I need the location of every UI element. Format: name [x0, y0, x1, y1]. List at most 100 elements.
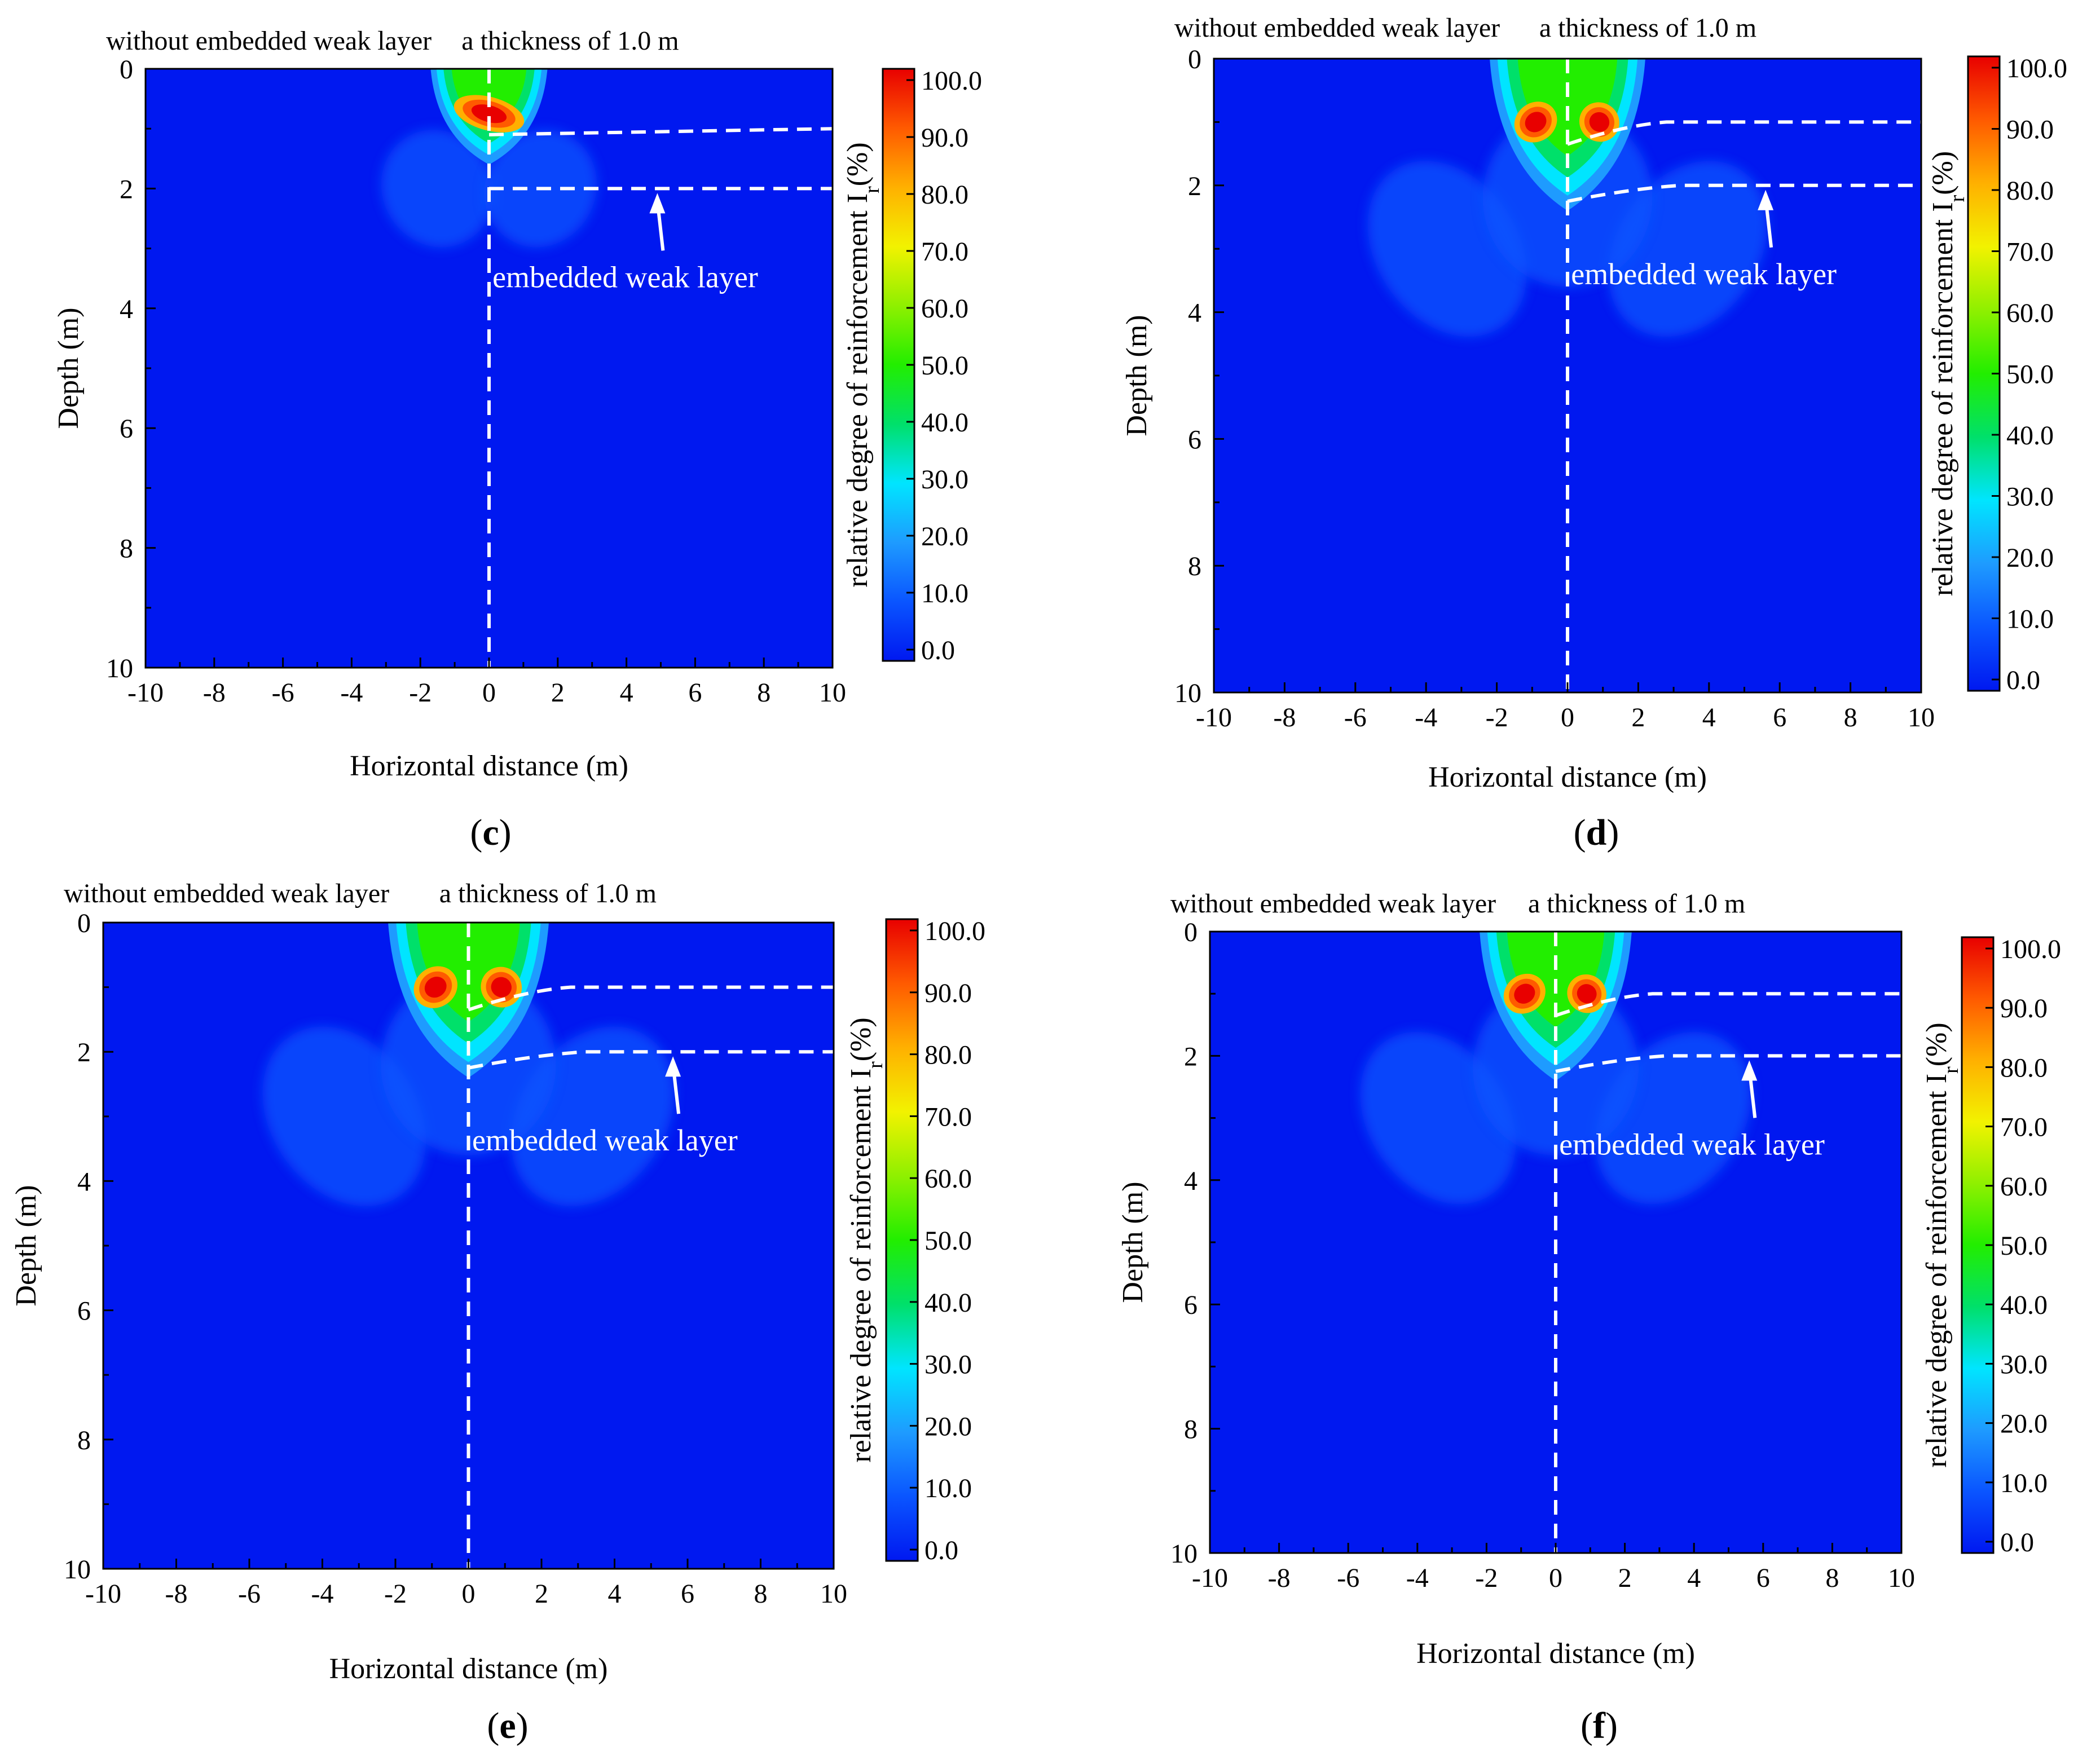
colorbar-tick-label: 20.0 [924, 1411, 972, 1441]
heatmap-field [262, 923, 675, 1207]
colorbar-tick-label: 90.0 [921, 123, 968, 153]
colorbar-tick-label: 90.0 [2000, 994, 2048, 1023]
x-axis-label: Horizontal distance (m) [350, 750, 628, 782]
colorbar-tick-label: 60.0 [921, 294, 968, 324]
weak-layer-top-boundary [1567, 120, 1921, 146]
contour-hot-lobe [424, 977, 447, 998]
x-tick-label: 4 [1687, 1563, 1701, 1593]
x-tick-label: 2 [535, 1579, 548, 1609]
y-axis-label: Depth (m) [1117, 1181, 1149, 1303]
annotation-text: embedded weak layer [472, 1123, 738, 1157]
colorbar-title-main: relative degree of reinforcement I [1927, 202, 1959, 596]
y-tick-label: 0 [1184, 917, 1198, 947]
x-tick-label: 4 [1702, 703, 1716, 733]
colorbar-title-unit: (%) [842, 142, 874, 186]
panel-c: embedded weak layer -10 -8 -6 -4 -2 0 2 4 6 8 10 0 2 4… [52, 26, 982, 853]
colorbar-tick-label: 60.0 [2006, 298, 2054, 328]
annotation-arrowhead [665, 1056, 681, 1077]
panel-e: embedded weak layer -10 -8 -6 -4 -2 0 2 4 6 8 10 0 2 4… [10, 879, 985, 1746]
top-label-thickness: a thickness of 1.0 m [1539, 13, 1756, 43]
colorbar-tick-label: 20.0 [2000, 1409, 2048, 1439]
annotation-arrowhead [1758, 189, 1774, 210]
colorbar-tick-label: 70.0 [924, 1102, 972, 1132]
y-tick-label: 8 [120, 534, 133, 564]
contour-hot-lobe [1577, 984, 1597, 1004]
colorbar-tick-label: 0.0 [921, 636, 955, 665]
annotation-text: embedded weak layer [1571, 257, 1837, 291]
x-tick-label: 0 [482, 678, 496, 708]
colorbar-title: relative degree of reinforcement Ir(%) [1921, 1022, 1963, 1467]
weak-layer-top-boundary [468, 985, 834, 1012]
x-tick-label: 4 [608, 1579, 622, 1609]
x-tick-label: 8 [757, 678, 771, 708]
weak-layer-top-boundary [488, 127, 833, 136]
panel-tag: (f) [1580, 1705, 1618, 1746]
y-tick-label: 0 [120, 55, 133, 85]
x-tick-label: 0 [1561, 703, 1574, 733]
colorbar-tick-label: 0.0 [924, 1536, 958, 1565]
y-tick-label: 4 [1184, 1166, 1198, 1196]
colorbar-tick-label: 50.0 [924, 1226, 972, 1256]
y-tick-label: 6 [120, 414, 133, 444]
y-tick-label: 4 [77, 1167, 91, 1197]
top-label-without: without embedded weak layer [64, 879, 389, 908]
contour-hot-lobe [1525, 112, 1547, 133]
colorbar-tick-label: 30.0 [924, 1350, 972, 1380]
colorbar-tick-label: 40.0 [2000, 1290, 2048, 1320]
x-tick-label: 2 [1631, 703, 1645, 733]
x-tick-label: 10 [819, 678, 846, 708]
colorbar-tick-label: 30.0 [2000, 1349, 2048, 1379]
colorbar-tick-label: 70.0 [2000, 1113, 2048, 1142]
x-tick-label: 8 [1844, 703, 1857, 733]
annotation-arrowhead [649, 193, 666, 214]
colorbar-title-unit: (%) [1921, 1022, 1953, 1066]
x-tick-label: -2 [1475, 1563, 1498, 1593]
x-tick-label: -4 [311, 1579, 334, 1609]
y-tick-label: 10 [106, 654, 133, 683]
colorbar-tick-label: 50.0 [921, 351, 968, 381]
x-tick-label: -10 [127, 678, 164, 708]
colorbar-title: relative degree of reinforcement Ir(%) [845, 1017, 887, 1462]
x-tick-label: 6 [688, 678, 702, 708]
colorbar-tick-label: 100.0 [924, 916, 985, 946]
x-tick-label: -4 [1415, 703, 1437, 733]
y-axis-label: Depth (m) [10, 1185, 42, 1306]
colorbar-tick-label: 100.0 [921, 66, 982, 96]
colorbar-title-sub: r [1939, 1066, 1963, 1074]
top-label-thickness: a thickness of 1.0 m [1528, 889, 1745, 919]
colorbar-tick-label: 50.0 [2006, 360, 2054, 390]
x-axis-label: Horizontal distance (m) [1428, 761, 1707, 793]
weak-layer-bottom-boundary [1555, 1054, 1901, 1073]
panel-f: embedded weak layer -10 -8 -6 -4 -2 0 2 4 6 8 10 0 2 4… [1117, 889, 2061, 1746]
panel-tag-open: ( [1580, 1705, 1593, 1746]
panel-tag-close: ) [1605, 1705, 1618, 1746]
x-tick-label: 6 [1773, 703, 1786, 733]
colorbar-tick-label: 40.0 [2006, 421, 2054, 451]
panel-tag-letter: e [499, 1705, 516, 1746]
x-tick-label: -8 [165, 1579, 188, 1609]
annotation-arrowhead [1741, 1060, 1758, 1081]
x-tick-label: -8 [203, 678, 226, 708]
x-tick-label: 2 [551, 678, 565, 708]
colorbar: 100.0 90.0 80.0 70.0 60.0 50.0 40.0 30.0 20.0 10.… [842, 66, 982, 665]
y-axis-label: Depth (m) [1121, 315, 1153, 436]
colorbar-tick-label: 40.0 [921, 408, 968, 438]
colorbar-tick-label: 80.0 [2006, 176, 2054, 206]
y-tick-label: 6 [77, 1296, 91, 1326]
weak-layer-top-boundary [1555, 992, 1901, 1017]
colorbar-title: relative degree of reinforcement Ir(%) [1927, 151, 1969, 596]
y-tick-label: 8 [77, 1426, 91, 1455]
colorbar-title-unit: (%) [1927, 151, 1959, 195]
x-tick-label: 10 [820, 1579, 847, 1609]
x-tick-label: 10 [1908, 703, 1935, 733]
y-tick-label: 4 [1188, 298, 1201, 328]
y-tick-label: 0 [1188, 45, 1201, 74]
y-tick-label: 10 [1174, 678, 1201, 708]
contour-hot-lobe [491, 977, 512, 998]
x-tick-label: -2 [1486, 703, 1508, 733]
x-tick-label: -4 [1406, 1563, 1429, 1593]
top-label-without: without embedded weak layer [1170, 889, 1496, 919]
colorbar-title: relative degree of reinforcement Ir(%) [842, 142, 884, 587]
x-tick-label: -10 [1196, 703, 1232, 733]
